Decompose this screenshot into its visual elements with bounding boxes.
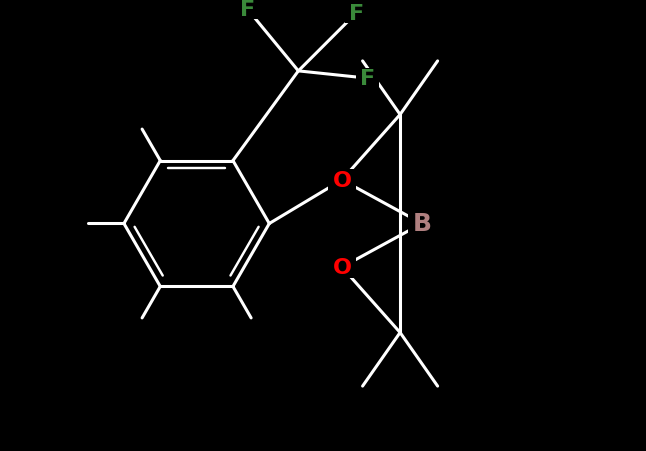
Bar xyxy=(236,0,259,20)
Text: O: O xyxy=(333,258,351,277)
Text: F: F xyxy=(240,0,255,20)
Bar xyxy=(345,4,368,24)
Text: B: B xyxy=(412,212,432,236)
Bar xyxy=(328,256,356,279)
Text: F: F xyxy=(360,69,375,89)
Text: F: F xyxy=(349,4,364,24)
Text: O: O xyxy=(333,170,351,190)
Bar xyxy=(328,169,356,192)
Bar xyxy=(356,69,379,89)
Bar xyxy=(408,212,436,237)
